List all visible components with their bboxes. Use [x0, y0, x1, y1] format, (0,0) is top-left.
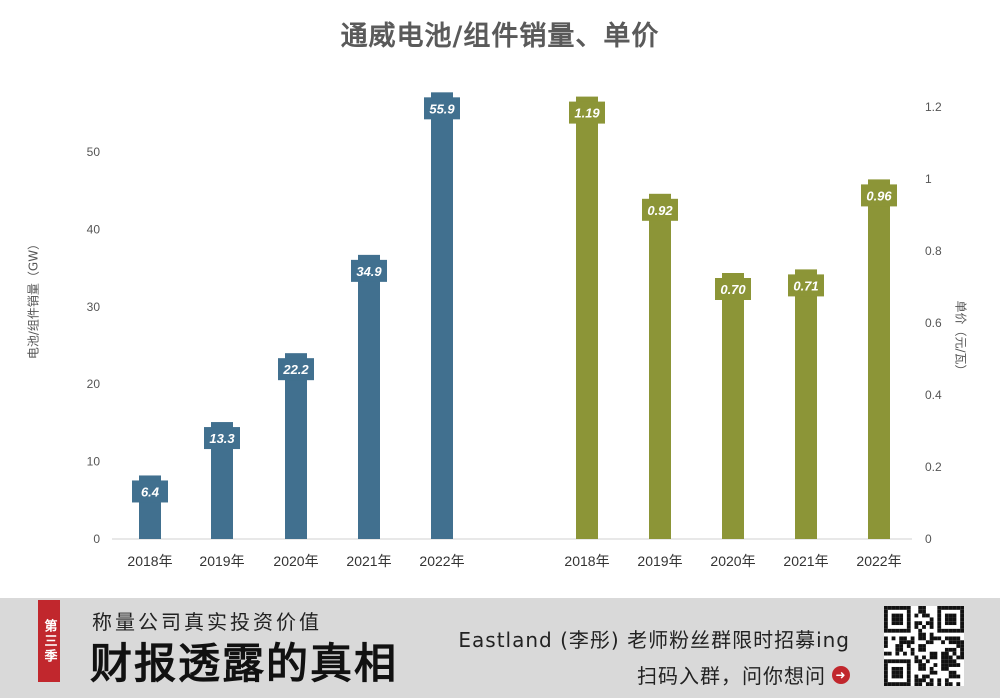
- right-bar: [795, 269, 817, 539]
- right-data-label-box: [861, 184, 897, 207]
- right-y-tick-label: 0.8: [925, 244, 942, 258]
- left-data-label: 22.2: [282, 362, 309, 377]
- left-y-tick-label: 0: [93, 532, 100, 546]
- left-bar: [211, 422, 233, 539]
- left-y-axis-title: 电池/组件销量（GW）: [26, 237, 41, 360]
- right-category-label: 2019年: [637, 553, 682, 569]
- left-data-label-box: [351, 259, 387, 282]
- right-y-tick-label: 0.6: [925, 316, 942, 330]
- footer-subtitle: 称量公司真实投资价值: [92, 610, 322, 634]
- left-y-tick-label: 20: [87, 377, 101, 391]
- season-badge: 第三季: [38, 600, 60, 682]
- right-y-tick-label: 1.2: [925, 100, 942, 114]
- footer-promo-text: Eastland (李彤) 老师粉丝群限时招募ing: [458, 628, 850, 652]
- left-data-label: 6.4: [141, 484, 160, 499]
- left-category-label: 2019年: [199, 553, 244, 569]
- left-y-tick-label: 10: [87, 455, 101, 469]
- left-category-label: 2020年: [273, 553, 318, 569]
- left-data-label-box: [132, 480, 168, 503]
- chart-title: 通威电池/组件销量、单价: [340, 21, 660, 52]
- right-category-label: 2020年: [710, 553, 755, 569]
- right-data-label: 1.19: [574, 106, 600, 121]
- right-bar: [649, 193, 671, 540]
- left-bar: [285, 353, 307, 539]
- right-bar: [868, 179, 890, 539]
- left-bar: [358, 254, 380, 539]
- footer-main-title: 财报透露的真相: [90, 639, 399, 688]
- left-data-label: 55.9: [429, 101, 455, 116]
- right-data-label-box: [642, 198, 678, 221]
- left-data-label-box: [278, 358, 314, 381]
- chart-plot: 0 10 20 30 40 50 0 0.2 0.4 0.6 0.8 1 1.2 6.4 2018年 13.3…: [87, 92, 942, 569]
- right-category-label: 2018年: [564, 553, 609, 569]
- right-bar: [576, 96, 598, 539]
- left-category-label: 2022年: [419, 553, 464, 569]
- chart-area: 通威电池/组件销量、单价 0 10 20 30 40 50 0 0.2 0.4 0.6 0.8 1 1.…: [26, 21, 968, 569]
- right-bar: [722, 273, 744, 539]
- left-y-tick-label: 30: [87, 300, 101, 314]
- footer-cta[interactable]: 扫码入群，问你想问 ➜: [637, 660, 850, 689]
- left-data-label-box: [204, 427, 240, 450]
- right-category-label: 2022年: [856, 553, 901, 569]
- right-data-label-box: [715, 278, 751, 300]
- right-y-tick-label: 0.2: [925, 460, 942, 474]
- right-data-label-box: [569, 101, 605, 124]
- right-y-tick-label: 1: [925, 172, 932, 186]
- footer-cta-text: 扫码入群，问你想问: [637, 664, 826, 688]
- right-data-label-box: [788, 274, 824, 297]
- right-data-label: 0.70: [720, 282, 746, 297]
- right-data-label: 0.92: [647, 203, 673, 218]
- left-category-label: 2018年: [127, 553, 172, 569]
- qr-code[interactable]: [884, 606, 964, 686]
- right-y-tick-label: 0: [925, 532, 932, 546]
- left-y-tick-label: 40: [87, 222, 101, 236]
- right-data-label: 0.71: [793, 278, 818, 293]
- left-y-tick-label: 50: [87, 145, 101, 159]
- left-data-label-box: [424, 97, 460, 120]
- left-bar: [431, 92, 453, 540]
- arrow-right-circle-icon[interactable]: ➜: [832, 665, 850, 684]
- right-category-label: 2021年: [783, 553, 828, 569]
- footer-banner: [0, 598, 1000, 698]
- left-data-label: 13.3: [209, 431, 235, 446]
- right-y-axis-title: 单价（元/瓦）: [953, 300, 968, 377]
- right-data-label: 0.96: [866, 188, 892, 203]
- left-category-label: 2021年: [346, 553, 391, 569]
- right-y-tick-label: 0.4: [925, 388, 942, 402]
- left-data-label: 34.9: [356, 264, 382, 279]
